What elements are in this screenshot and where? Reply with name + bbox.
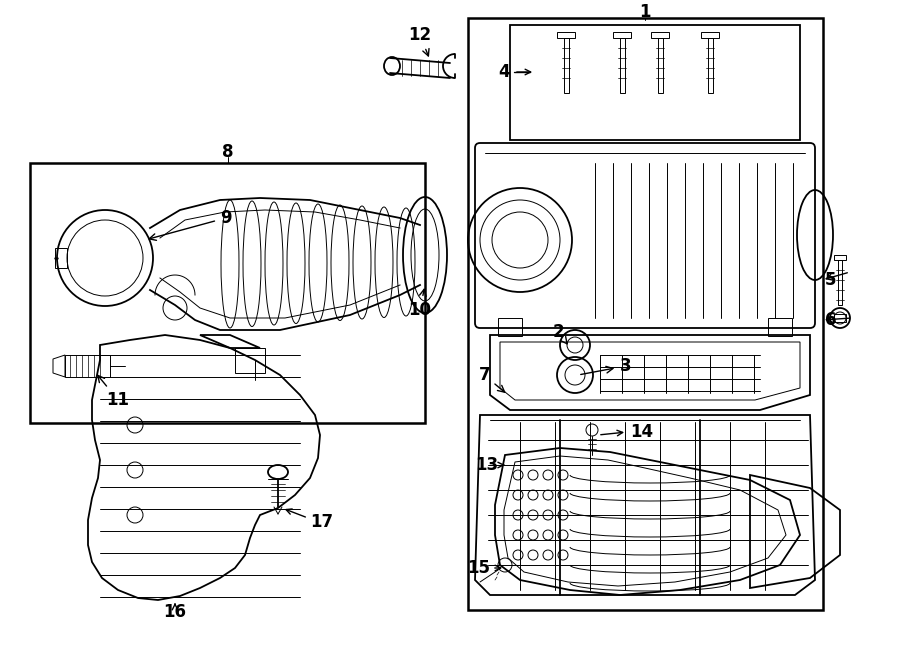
Text: 10: 10 <box>409 290 431 319</box>
Text: 9: 9 <box>149 209 231 241</box>
Text: 17: 17 <box>310 513 333 531</box>
Bar <box>557 32 575 38</box>
Text: 2: 2 <box>553 323 567 344</box>
Bar <box>658 38 663 93</box>
Bar <box>834 255 846 260</box>
Bar <box>55 248 67 268</box>
Bar <box>651 32 669 38</box>
Text: 5: 5 <box>825 271 836 289</box>
Text: 15: 15 <box>467 559 490 577</box>
Text: 13: 13 <box>475 456 498 474</box>
Bar <box>235 348 265 373</box>
Text: 16: 16 <box>164 603 186 621</box>
Text: 6: 6 <box>825 311 836 329</box>
Bar <box>768 318 792 336</box>
Text: 3: 3 <box>580 357 632 375</box>
Bar <box>701 32 719 38</box>
Text: 12: 12 <box>409 26 432 56</box>
Bar <box>510 25 800 140</box>
Text: 7: 7 <box>479 366 505 392</box>
Bar <box>613 32 631 38</box>
Text: 1: 1 <box>639 3 651 21</box>
Bar <box>498 318 522 336</box>
Bar <box>620 38 625 93</box>
Text: 14: 14 <box>630 423 653 441</box>
Bar <box>30 163 425 423</box>
Text: 8: 8 <box>222 143 234 161</box>
Bar <box>838 260 842 305</box>
Text: 4: 4 <box>499 63 510 81</box>
Bar <box>564 38 569 93</box>
Bar <box>834 314 846 322</box>
Bar <box>65 355 110 377</box>
Text: 11: 11 <box>98 375 130 409</box>
Bar <box>468 18 823 610</box>
Bar <box>708 38 713 93</box>
